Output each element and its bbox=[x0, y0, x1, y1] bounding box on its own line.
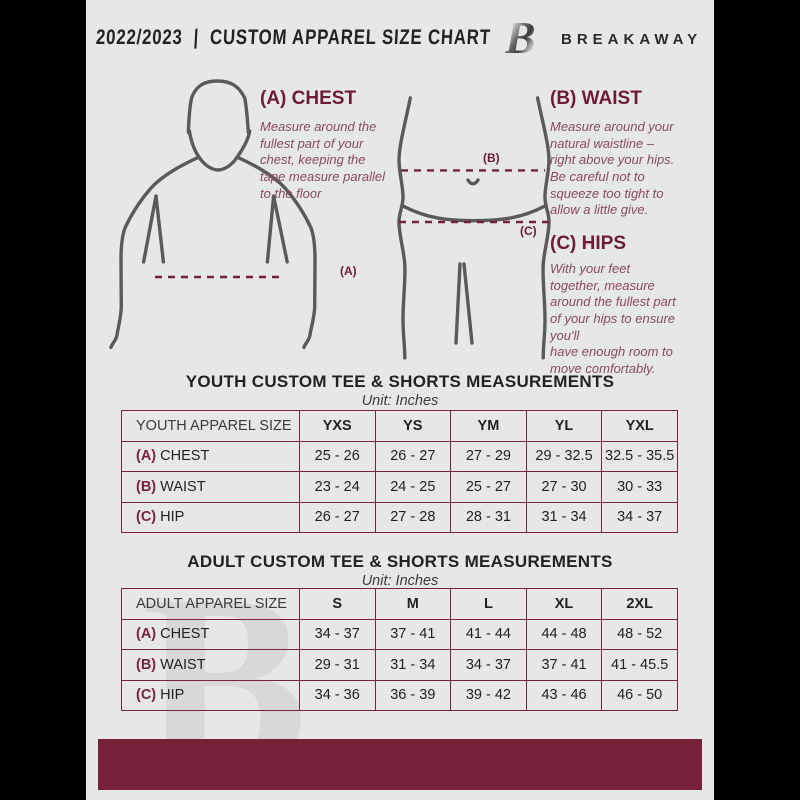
svg-text:B: B bbox=[505, 16, 536, 62]
